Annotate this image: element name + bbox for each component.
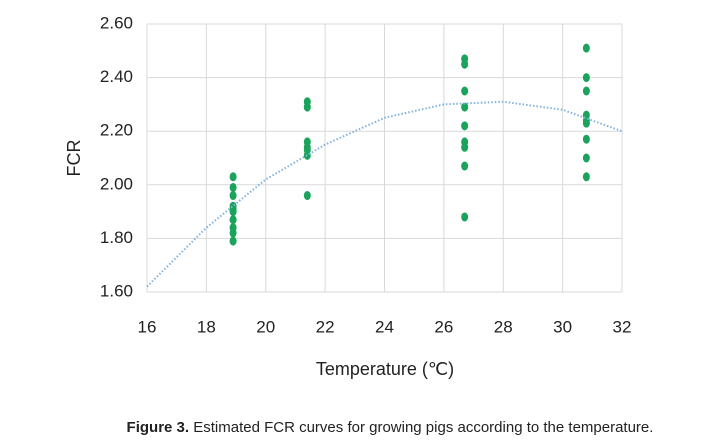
- x-tick-label: 18: [197, 317, 216, 336]
- point: [229, 228, 237, 238]
- point: [229, 182, 237, 192]
- y-tick-label: 1.80: [100, 228, 133, 247]
- x-tick-label: 16: [138, 317, 157, 336]
- point: [461, 142, 469, 152]
- point: [461, 121, 469, 131]
- y-tick-label: 2.00: [100, 174, 133, 193]
- x-tick-label: 24: [375, 317, 394, 336]
- caption: Figure 3. Estimated FCR curves for growi…: [127, 419, 654, 436]
- point: [303, 150, 311, 160]
- point: [229, 172, 237, 182]
- point: [582, 86, 590, 96]
- point: [229, 207, 237, 217]
- point: [582, 73, 590, 83]
- point: [461, 212, 469, 222]
- y-tick-label: 1.60: [100, 281, 133, 300]
- point: [461, 102, 469, 112]
- y-tick-label: 2.40: [100, 67, 133, 86]
- x-axis-label: Temperature (℃): [316, 359, 454, 379]
- trend-curve: [146, 100, 623, 288]
- point: [582, 172, 590, 182]
- x-tick-label: 32: [613, 317, 632, 336]
- point: [461, 161, 469, 171]
- point: [582, 43, 590, 53]
- point: [582, 118, 590, 128]
- point: [582, 153, 590, 163]
- point: [582, 134, 590, 144]
- x-tick-label: 26: [434, 317, 453, 336]
- y-tick-label: 2.60: [100, 13, 133, 32]
- x-tick-label: 20: [256, 317, 275, 336]
- x-tick-label: 30: [553, 317, 572, 336]
- point: [461, 59, 469, 69]
- point: [303, 191, 311, 201]
- point: [303, 102, 311, 112]
- y-axis-label: FCR: [64, 140, 84, 177]
- x-tick-label: 28: [494, 317, 513, 336]
- point: [229, 191, 237, 201]
- point: [229, 215, 237, 225]
- x-tick-label: 22: [316, 317, 335, 336]
- caption-label: Figure 3.: [127, 419, 190, 436]
- y-tick-label: 2.20: [100, 121, 133, 140]
- point: [461, 86, 469, 96]
- caption-text: Estimated FCR curves for growing pigs ac…: [193, 419, 653, 436]
- point: [229, 236, 237, 246]
